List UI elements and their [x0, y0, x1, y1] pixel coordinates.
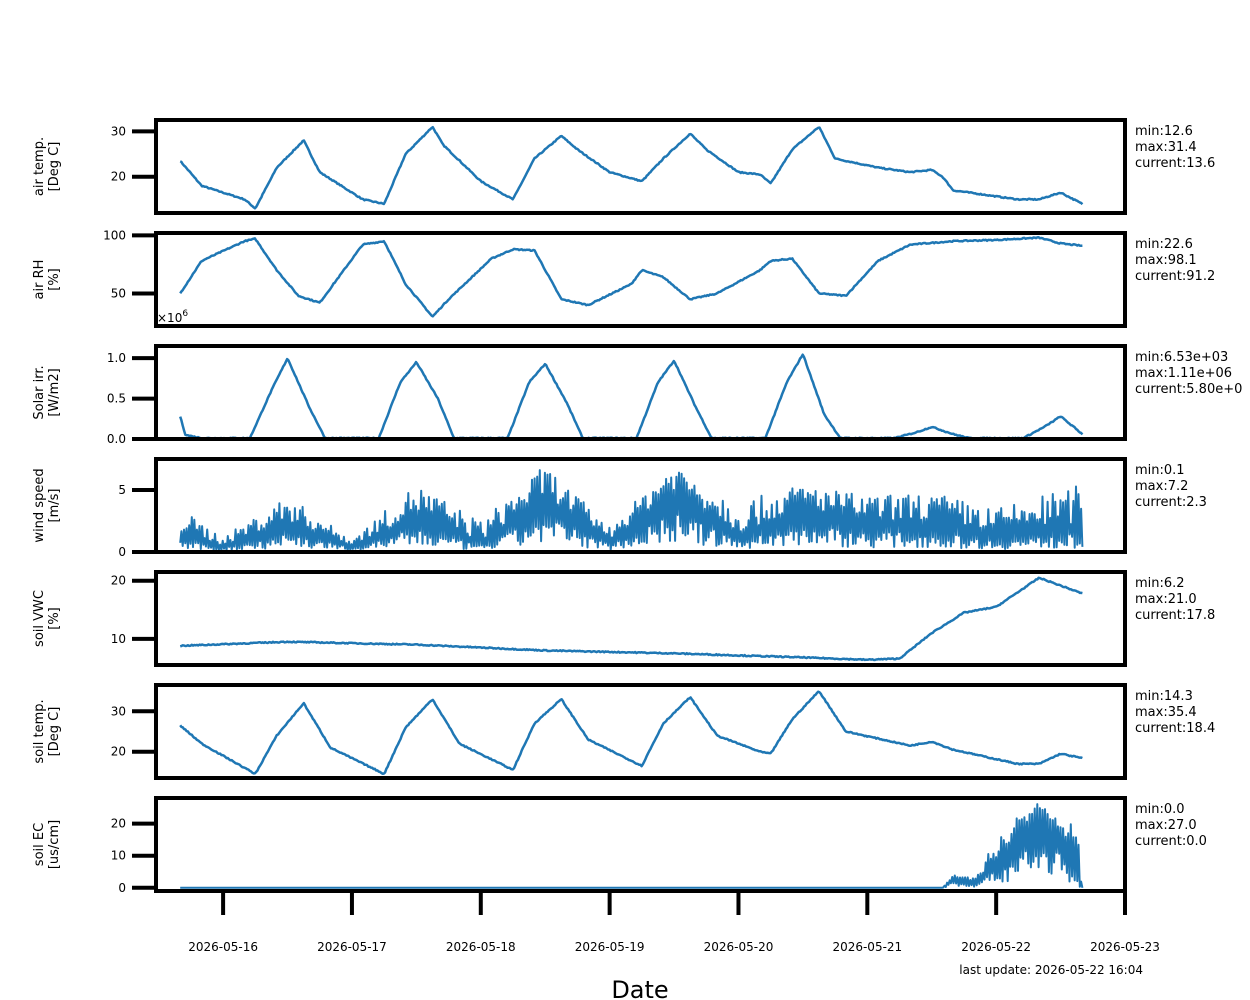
x-tick-label: 2026-05-17	[317, 940, 387, 954]
panel-2: 50 100 air RH[%] min:22.6max:98.1current:91…	[32, 228, 1215, 328]
stats-text: min:0.0	[1135, 802, 1185, 817]
stats-text: max:31.4	[1135, 140, 1197, 155]
stats-text: min:12.6	[1135, 124, 1193, 139]
series-line	[180, 803, 1084, 889]
panel-frame	[154, 231, 1127, 328]
x-axis-label: Date	[611, 976, 668, 1000]
panel-1: 20 30 air temp.[Deg C] min:12.6max:31.4curr…	[32, 118, 1215, 215]
stats-text: current:18.4	[1135, 721, 1215, 736]
y-tick-label: 20	[111, 170, 126, 184]
y-tick-label: 0.0	[107, 432, 126, 446]
x-tick-label: 2026-05-21	[832, 940, 902, 954]
series-line	[179, 235, 1083, 318]
panel-frame	[154, 796, 1127, 893]
panel-6: 20 30 soil temp.[Deg C] min:14.3max:35.4cur…	[32, 683, 1215, 780]
y-tick-label: 50	[111, 286, 126, 300]
stats-text: min:14.3	[1135, 689, 1193, 704]
x-tick-label: 2026-05-23	[1090, 940, 1160, 954]
y-tick-label: 0	[118, 881, 126, 895]
y-tick-label: 1.0	[107, 351, 126, 365]
stats-text: current:17.8	[1135, 608, 1215, 623]
panel-frame	[154, 457, 1127, 554]
series-line	[179, 353, 1084, 440]
y-tick-label: 30	[111, 124, 126, 138]
stats-text: max:35.4	[1135, 705, 1197, 720]
series-line	[179, 469, 1084, 552]
y-axis-label: Solar irr.[W/m2]	[32, 365, 62, 419]
last-update-text: last update: 2026-05-22 16:04	[959, 963, 1143, 977]
series-line	[179, 690, 1083, 775]
y-axis-label: soil VWC[%]	[32, 590, 62, 647]
x-tick-label: 2026-05-16	[188, 940, 258, 954]
x-axis: 2026-05-16 2026-05-17 2026-05-18 2026-05-19…	[188, 891, 1160, 954]
y-tick-label: 30	[111, 704, 126, 718]
y-tick-label: 10	[111, 849, 126, 863]
y-tick-label: 20	[111, 817, 126, 831]
panel-frame	[154, 118, 1127, 215]
y-axis-label: wind speed[m/s]	[32, 468, 62, 542]
stats-text: current:5.80e+0	[1135, 382, 1242, 397]
y-tick-label: 20	[111, 574, 126, 588]
y-offset-label: ×106	[157, 309, 188, 325]
stats-text: min:6.53e+03	[1135, 350, 1228, 365]
stats-text: min:22.6	[1135, 237, 1193, 252]
y-axis-label: air temp.[Deg C]	[32, 137, 62, 196]
panel-7: 0 10 20 soil EC[us/cm] min:0.0max:27.0curren…	[32, 796, 1207, 895]
x-tick-label: 2026-05-22	[961, 940, 1031, 954]
panel-frame	[154, 683, 1127, 780]
y-axis-label: soil temp.[Deg C]	[32, 699, 62, 763]
x-tick-label: 2026-05-18	[446, 940, 516, 954]
stats-text: current:91.2	[1135, 269, 1215, 284]
y-tick-label: 0.5	[107, 392, 126, 406]
stats-text: min:0.1	[1135, 463, 1185, 478]
y-tick-label: 100	[103, 228, 126, 242]
y-tick-label: 10	[111, 632, 126, 646]
x-tick-label: 2026-05-20	[704, 940, 774, 954]
panel-frame	[154, 570, 1127, 667]
series-line	[179, 125, 1084, 210]
stats-text: max:1.11e+06	[1135, 366, 1232, 381]
panel-5: 10 20 soil VWC[%] min:6.2max:21.0current:17…	[32, 570, 1215, 667]
stats-text: max:7.2	[1135, 479, 1188, 494]
y-axis-label: soil EC[us/cm]	[32, 820, 62, 869]
panel-frame	[154, 344, 1127, 441]
y-axis-label: air RH[%]	[32, 260, 62, 300]
stats-text: max:21.0	[1135, 592, 1197, 607]
panel-3: 0.0 0.5 1.0 Solar irr.[W/m2] ×106 min:6.53e+0…	[32, 309, 1242, 446]
y-tick-label: 5	[118, 483, 126, 497]
y-tick-label: 0	[118, 545, 126, 559]
panel-4: 0 5 wind speed[m/s] min:0.1max:7.2current:2…	[32, 457, 1207, 559]
series-line	[179, 576, 1083, 662]
stats-text: max:98.1	[1135, 253, 1197, 268]
x-tick-label: 2026-05-19	[575, 940, 645, 954]
stats-text: max:27.0	[1135, 818, 1197, 833]
stats-text: current:0.0	[1135, 834, 1207, 849]
stats-text: min:6.2	[1135, 576, 1185, 591]
stats-text: current:13.6	[1135, 156, 1215, 171]
stats-text: current:2.3	[1135, 495, 1207, 510]
y-tick-label: 20	[111, 745, 126, 759]
